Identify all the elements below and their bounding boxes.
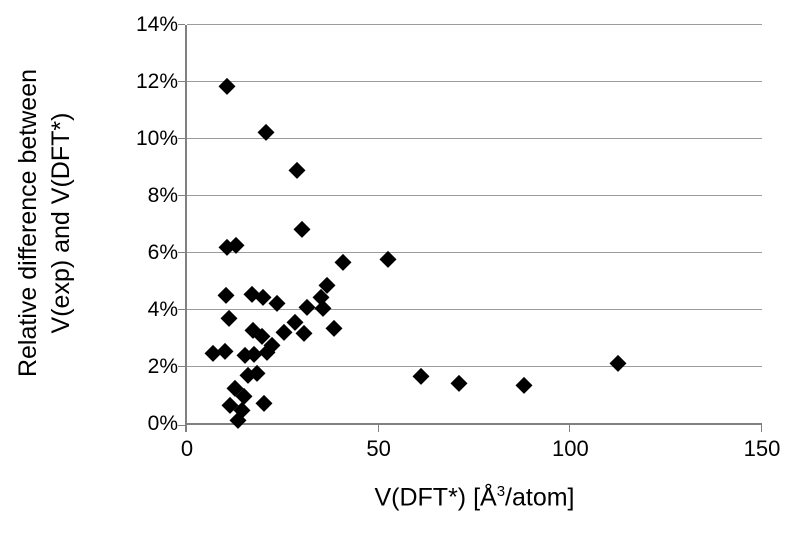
x-tick — [377, 425, 379, 432]
x-tick — [761, 425, 762, 432]
y-axis-title-line-1: Relative difference between — [14, 68, 42, 378]
y-tick-label: 2% — [147, 355, 178, 378]
y-tick — [178, 252, 185, 253]
y-tick-label: 0% — [147, 412, 178, 435]
y-axis-title-line-2: V(exp) and V(DFT*) — [47, 112, 75, 334]
y-tick — [178, 81, 185, 82]
gridline — [187, 366, 762, 367]
data-point-diamond — [275, 323, 292, 340]
data-point-diamond — [413, 367, 430, 384]
y-tick-label: 6% — [147, 241, 178, 264]
gridline — [187, 24, 762, 25]
y-tick — [178, 366, 185, 367]
gridline — [187, 81, 762, 82]
y-axis-line — [185, 25, 187, 432]
data-point-diamond — [325, 320, 342, 337]
data-point-diamond — [288, 162, 306, 179]
data-point-diamond — [217, 286, 235, 304]
data-point-diamond — [293, 220, 311, 237]
y-tick — [178, 195, 185, 196]
x-tick-label: 0 — [180, 436, 194, 461]
x-tick — [569, 425, 571, 432]
data-point-diamond — [295, 324, 312, 342]
x-axis-title-prefix: V(DFT*) [Å — [374, 483, 497, 512]
x-axis-title-suffix: /atom] — [505, 483, 575, 512]
gridline — [187, 195, 762, 196]
x-tick-label: 150 — [743, 436, 781, 461]
x-axis-line — [185, 423, 762, 425]
y-tick — [178, 425, 185, 426]
x-tick-label: 100 — [551, 436, 589, 461]
data-point-diamond — [255, 394, 272, 412]
y-tick-label: 4% — [147, 298, 178, 321]
data-point-diamond — [220, 309, 237, 326]
x-axis-title: V(DFT*) [Å3/atom] — [187, 483, 762, 512]
gridline — [187, 309, 762, 310]
data-point-diamond — [298, 299, 316, 316]
y-tick-label: 8% — [147, 184, 178, 207]
y-tick — [178, 309, 185, 310]
data-point-diamond — [609, 354, 626, 371]
data-point-diamond — [515, 376, 532, 394]
y-tick-label: 14% — [135, 13, 178, 36]
y-axis-title: Relative difference between V(exp) and V… — [12, 23, 78, 423]
data-point-diamond — [334, 253, 351, 270]
y-tick — [178, 24, 185, 25]
y-tick-label: 10% — [135, 127, 178, 150]
gridline — [187, 138, 762, 139]
gridline — [187, 252, 762, 253]
x-axis-title-superscript: 3 — [496, 483, 506, 500]
x-tick-label: 50 — [366, 436, 391, 461]
plot-area — [178, 24, 762, 432]
data-point-diamond — [451, 374, 468, 391]
y-tick — [178, 138, 185, 139]
y-tick-label: 12% — [135, 70, 178, 93]
